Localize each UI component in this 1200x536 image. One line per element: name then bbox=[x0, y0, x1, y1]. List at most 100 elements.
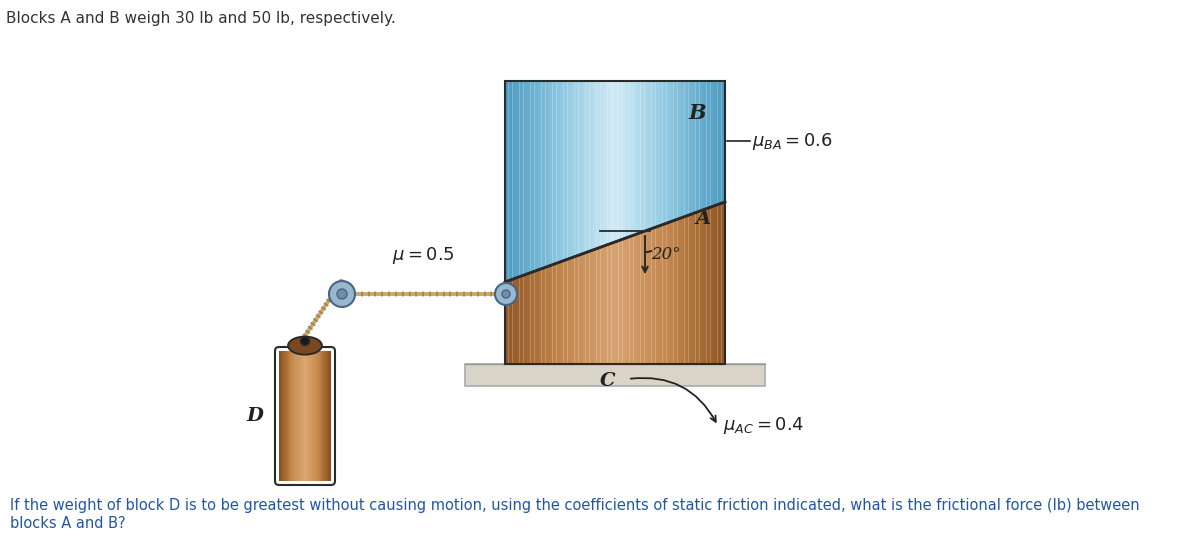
Polygon shape bbox=[670, 221, 673, 364]
Polygon shape bbox=[523, 81, 527, 276]
Polygon shape bbox=[550, 81, 553, 266]
Polygon shape bbox=[703, 81, 707, 210]
Polygon shape bbox=[714, 81, 718, 206]
Polygon shape bbox=[641, 81, 644, 233]
Polygon shape bbox=[623, 238, 626, 364]
Polygon shape bbox=[673, 219, 677, 364]
Polygon shape bbox=[659, 225, 662, 364]
Polygon shape bbox=[616, 241, 619, 364]
Polygon shape bbox=[578, 254, 582, 364]
Polygon shape bbox=[550, 265, 553, 364]
Polygon shape bbox=[534, 81, 538, 271]
Polygon shape bbox=[557, 81, 560, 263]
Polygon shape bbox=[589, 250, 593, 364]
Polygon shape bbox=[626, 236, 630, 364]
Polygon shape bbox=[596, 81, 600, 249]
Polygon shape bbox=[578, 81, 582, 255]
Polygon shape bbox=[677, 81, 682, 219]
Polygon shape bbox=[655, 226, 659, 364]
Polygon shape bbox=[637, 233, 641, 364]
Polygon shape bbox=[696, 81, 700, 213]
Polygon shape bbox=[553, 263, 557, 364]
Polygon shape bbox=[571, 257, 575, 364]
Polygon shape bbox=[538, 81, 541, 270]
Polygon shape bbox=[523, 274, 527, 364]
Polygon shape bbox=[575, 81, 578, 257]
Polygon shape bbox=[714, 205, 718, 364]
Polygon shape bbox=[673, 81, 677, 221]
Polygon shape bbox=[520, 276, 523, 364]
Polygon shape bbox=[682, 217, 685, 364]
Polygon shape bbox=[593, 81, 596, 250]
Polygon shape bbox=[541, 81, 545, 269]
Polygon shape bbox=[604, 81, 607, 246]
Polygon shape bbox=[586, 251, 589, 364]
Polygon shape bbox=[666, 222, 670, 364]
Text: C: C bbox=[600, 372, 616, 390]
Polygon shape bbox=[545, 81, 550, 267]
Polygon shape bbox=[648, 229, 652, 364]
Polygon shape bbox=[707, 81, 710, 209]
Polygon shape bbox=[692, 81, 696, 214]
Polygon shape bbox=[571, 81, 575, 258]
Polygon shape bbox=[607, 81, 611, 244]
Polygon shape bbox=[568, 81, 571, 259]
Polygon shape bbox=[718, 203, 721, 364]
Polygon shape bbox=[652, 81, 655, 229]
Polygon shape bbox=[596, 247, 600, 364]
Polygon shape bbox=[516, 81, 520, 278]
Text: 20°: 20° bbox=[652, 245, 680, 263]
Polygon shape bbox=[586, 81, 589, 252]
Polygon shape bbox=[662, 81, 666, 225]
Polygon shape bbox=[607, 243, 611, 364]
Polygon shape bbox=[582, 81, 586, 254]
Polygon shape bbox=[509, 279, 512, 364]
Polygon shape bbox=[564, 81, 568, 260]
Polygon shape bbox=[616, 81, 619, 242]
Polygon shape bbox=[512, 278, 516, 364]
Circle shape bbox=[496, 283, 517, 305]
Polygon shape bbox=[626, 81, 630, 238]
Text: $\mu = 0.5$: $\mu = 0.5$ bbox=[392, 245, 455, 266]
Polygon shape bbox=[644, 230, 648, 364]
Polygon shape bbox=[564, 259, 568, 364]
Text: $\mu_{BA} = 0.6$: $\mu_{BA} = 0.6$ bbox=[752, 131, 833, 152]
Polygon shape bbox=[538, 269, 541, 364]
Polygon shape bbox=[696, 211, 700, 364]
Polygon shape bbox=[689, 214, 692, 364]
Polygon shape bbox=[634, 81, 637, 235]
Polygon shape bbox=[700, 81, 703, 211]
Polygon shape bbox=[707, 207, 710, 364]
Polygon shape bbox=[721, 202, 725, 364]
Polygon shape bbox=[593, 249, 596, 364]
Polygon shape bbox=[670, 81, 673, 222]
Polygon shape bbox=[677, 218, 682, 364]
Polygon shape bbox=[641, 232, 644, 364]
Polygon shape bbox=[630, 81, 634, 236]
Polygon shape bbox=[692, 213, 696, 364]
Polygon shape bbox=[718, 81, 721, 205]
Circle shape bbox=[502, 290, 510, 298]
Text: B: B bbox=[688, 103, 706, 123]
Polygon shape bbox=[520, 81, 523, 277]
Polygon shape bbox=[509, 81, 512, 281]
Polygon shape bbox=[685, 81, 689, 217]
Polygon shape bbox=[648, 81, 652, 230]
Polygon shape bbox=[682, 81, 685, 218]
Polygon shape bbox=[600, 81, 604, 247]
Polygon shape bbox=[557, 262, 560, 364]
Circle shape bbox=[300, 337, 310, 346]
Polygon shape bbox=[560, 81, 564, 262]
Polygon shape bbox=[721, 81, 725, 203]
Text: Blocks A and B weigh 30 lb and 50 lb, respectively.: Blocks A and B weigh 30 lb and 50 lb, re… bbox=[6, 11, 396, 26]
Polygon shape bbox=[530, 271, 534, 364]
Polygon shape bbox=[527, 81, 530, 274]
Polygon shape bbox=[505, 281, 509, 364]
Polygon shape bbox=[652, 227, 655, 364]
Polygon shape bbox=[655, 81, 659, 227]
Polygon shape bbox=[662, 224, 666, 364]
Polygon shape bbox=[600, 246, 604, 364]
Polygon shape bbox=[710, 81, 714, 207]
Polygon shape bbox=[545, 266, 550, 364]
Polygon shape bbox=[541, 267, 545, 364]
